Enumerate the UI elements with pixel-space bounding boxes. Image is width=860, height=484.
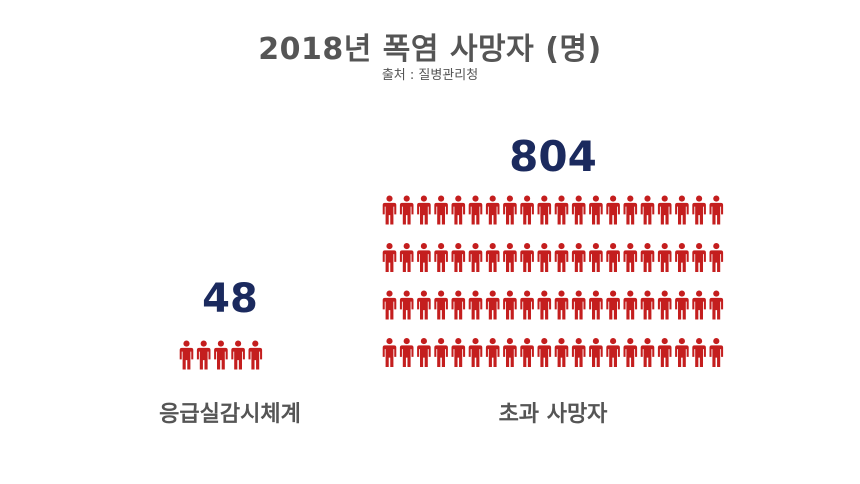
person-icon (571, 243, 586, 273)
person-icon (520, 290, 534, 320)
person-icon (485, 195, 500, 225)
person-icon (675, 290, 689, 320)
person-icon (231, 340, 245, 370)
person-icon (468, 195, 483, 225)
person-icon (520, 243, 534, 273)
person-icon (214, 340, 228, 370)
person-icon (503, 290, 517, 320)
person-icon (520, 195, 534, 225)
person-icon (640, 195, 655, 225)
person-icon (537, 290, 552, 320)
person-icon (451, 338, 466, 368)
person-icon (503, 243, 517, 273)
person-icon (485, 290, 500, 320)
person-icon (537, 338, 552, 368)
person-icon (692, 243, 706, 273)
person-icon (537, 195, 552, 225)
person-icon (709, 290, 724, 320)
person-icon (571, 338, 586, 368)
icon-group-emergency (179, 340, 263, 370)
person-icon (503, 195, 517, 225)
value-label-excess: 804 (509, 132, 597, 181)
person-icon (589, 290, 603, 320)
person-icon (675, 338, 689, 368)
category-label-excess: 초과 사망자 (498, 402, 608, 427)
person-icon (417, 338, 431, 368)
person-icon (451, 195, 466, 225)
person-icon (399, 195, 414, 225)
person-icon (554, 290, 569, 320)
person-icon (675, 195, 689, 225)
icon-group-excess (382, 195, 724, 368)
category-label-emergency: 응급실감시체계 (159, 402, 301, 427)
person-icon (571, 195, 586, 225)
person-icon (382, 290, 397, 320)
person-icon (399, 243, 414, 273)
person-icon (692, 195, 706, 225)
person-icon (589, 338, 603, 368)
person-icon (417, 290, 431, 320)
person-icon (606, 243, 620, 273)
person-icon (179, 340, 194, 370)
person-icon (657, 195, 672, 225)
chart-source: 출처 : 질병관리청 (381, 68, 479, 83)
person-icon (709, 338, 724, 368)
person-icon (657, 290, 672, 320)
person-icon (382, 338, 397, 368)
person-icon (434, 338, 448, 368)
person-icon (468, 243, 483, 273)
person-icon (417, 195, 431, 225)
person-icon (382, 195, 397, 225)
person-icon (520, 338, 534, 368)
person-icon (537, 243, 552, 273)
person-icon (196, 340, 211, 370)
person-icon (434, 243, 448, 273)
person-icon (485, 243, 500, 273)
person-icon (451, 243, 466, 273)
person-icon (709, 243, 724, 273)
person-icon (623, 243, 638, 273)
chart-title: 2018년 폭염 사망자 (명) (258, 32, 602, 67)
person-icon (554, 243, 569, 273)
person-icon (399, 338, 414, 368)
person-icon (657, 338, 672, 368)
person-icon (503, 338, 517, 368)
person-icon (640, 290, 655, 320)
person-icon (692, 338, 706, 368)
person-icon (382, 243, 397, 273)
person-icon (554, 338, 569, 368)
person-icon (657, 243, 672, 273)
person-icon (589, 195, 603, 225)
person-icon (571, 290, 586, 320)
person-icon (468, 290, 483, 320)
person-icon (640, 338, 655, 368)
person-icon (468, 338, 483, 368)
person-icon (692, 290, 706, 320)
person-icon (434, 290, 448, 320)
person-icon (451, 290, 466, 320)
person-icon (606, 290, 620, 320)
value-label-emergency: 48 (202, 276, 258, 322)
person-icon (485, 338, 500, 368)
person-icon (399, 290, 414, 320)
person-icon (589, 243, 603, 273)
person-icon (709, 195, 724, 225)
person-icon (554, 195, 569, 225)
person-icon (606, 338, 620, 368)
person-icon (434, 195, 448, 225)
person-icon (640, 243, 655, 273)
person-icon (623, 338, 638, 368)
person-icon (623, 195, 638, 225)
person-icon (606, 195, 620, 225)
person-icon (675, 243, 689, 273)
person-icon (623, 290, 638, 320)
person-icon (417, 243, 431, 273)
person-icon (248, 340, 263, 370)
